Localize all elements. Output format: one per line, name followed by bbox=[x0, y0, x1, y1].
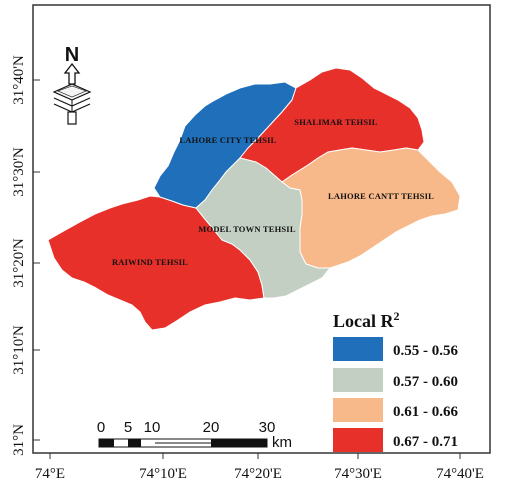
region-model-town bbox=[195, 157, 331, 299]
north-label: N bbox=[65, 44, 79, 66]
label-lahore-city: LAHORE CITY TEHSIL bbox=[179, 135, 276, 145]
legend-swatch bbox=[333, 428, 383, 452]
scale-tick-label: 20 bbox=[203, 419, 220, 436]
label-shalimar: SHALIMAR TEHSIL bbox=[294, 117, 378, 127]
label-raiwind: RAIWIND TEHSIL bbox=[112, 257, 188, 267]
lat-tick-label: 31°20'N bbox=[11, 238, 27, 288]
lon-tick-label: 74°20'E bbox=[234, 466, 282, 482]
legend-swatch bbox=[333, 368, 383, 392]
scale-tick-label: 0 bbox=[97, 419, 105, 436]
legend-label: 0.67 - 0.71 bbox=[393, 434, 458, 450]
legend-title: Local R2 bbox=[333, 309, 400, 331]
scale-tick-label: 10 bbox=[144, 419, 161, 436]
lon-tick-label: 74°10'E bbox=[139, 466, 187, 482]
scale-tick-label: 30 bbox=[259, 419, 276, 436]
legend: Local R2 0.55 - 0.56 0.57 - 0.60 0.61 - … bbox=[333, 309, 458, 452]
scale-tick-label: 5 bbox=[124, 419, 132, 436]
lon-tick-label: 74°40'E bbox=[436, 466, 484, 482]
legend-label: 0.57 - 0.60 bbox=[393, 374, 458, 390]
lat-tick-label: 31°30'N bbox=[11, 147, 27, 197]
longitude-axis: 74°E 74°10'E 74°20'E 74°30'E 74°40'E bbox=[35, 453, 484, 482]
latitude-axis: 31°40'N 31°30'N 31°20'N 31°10'N 31°N bbox=[11, 55, 40, 456]
legend-label: 0.55 - 0.56 bbox=[393, 343, 458, 359]
north-arrow-icon: N bbox=[52, 44, 92, 125]
legend-swatch bbox=[333, 337, 383, 361]
lon-tick-label: 74°30'E bbox=[334, 466, 382, 482]
legend-swatch bbox=[333, 398, 383, 422]
lat-tick-label: 31°N bbox=[11, 424, 27, 456]
label-lahore-cantt: LAHORE CANTT TEHSIL bbox=[328, 191, 434, 201]
lat-tick-label: 31°10'N bbox=[11, 325, 27, 375]
lat-tick-label: 31°40'N bbox=[11, 55, 27, 105]
scale-bar: 0 5 10 20 30 km bbox=[97, 419, 292, 451]
lon-tick-label: 74°E bbox=[35, 466, 65, 482]
label-model-town: MODEL TOWN TEHSIL bbox=[198, 224, 296, 234]
tehsil-labels: LAHORE CITY TEHSIL SHALIMAR TEHSIL LAHOR… bbox=[112, 117, 434, 267]
scale-unit: km bbox=[272, 434, 292, 451]
legend-label: 0.61 - 0.66 bbox=[393, 404, 458, 420]
tehsil-polygons bbox=[47, 67, 461, 331]
